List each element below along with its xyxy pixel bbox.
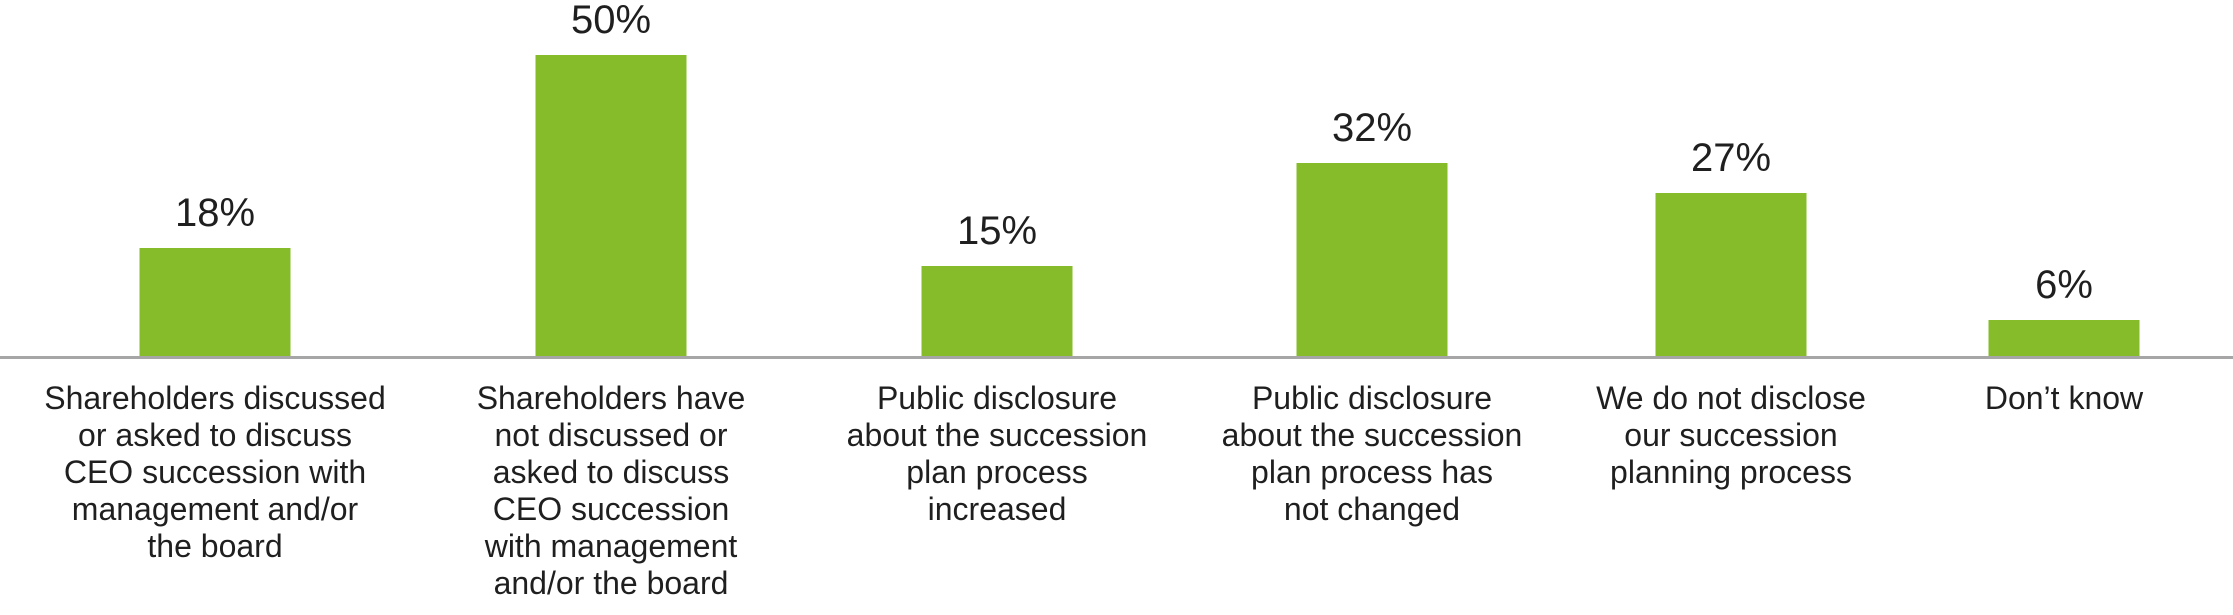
bar-6: [1988, 320, 2140, 356]
category-label-2: Shareholders have not discussed or asked…: [476, 380, 746, 601]
bar-4: [1296, 163, 1448, 356]
bar-value-label-5: 27%: [1690, 136, 1772, 180]
category-label-4: Public disclosure about the succession p…: [1221, 380, 1523, 527]
bar-value-label-3: 15%: [956, 209, 1038, 253]
bar-value-label-1: 18%: [174, 191, 256, 235]
bar-value-label-2: 50%: [570, 0, 652, 42]
chart-column-5: 27% We do not disclose our succession pl…: [1516, 0, 1946, 615]
category-label-1: Shareholders discussed or asked to discu…: [44, 380, 386, 564]
bar-stack-2: 50%: [535, 0, 687, 356]
chart-column-4: 32% Public disclosure about the successi…: [1157, 0, 1587, 615]
bar-stack-5: 27%: [1655, 135, 1807, 356]
category-label-3: Public disclosure about the succession p…: [846, 380, 1148, 527]
bar-stack-1: 18%: [139, 190, 291, 356]
bar-5: [1655, 193, 1807, 356]
bar-value-label-4: 32%: [1331, 106, 1413, 150]
chart-column-3: 15% Public disclosure about the successi…: [782, 0, 1212, 615]
bar-1: [139, 248, 291, 356]
bar-value-label-6: 6%: [2035, 263, 2093, 307]
chart-column-1: 18% Shareholders discussed or asked to d…: [0, 0, 430, 615]
bar-3: [921, 266, 1073, 356]
category-label-5: We do not disclose our succession planni…: [1596, 380, 1866, 490]
x-axis-line: [0, 356, 2233, 359]
bar-stack-4: 32%: [1296, 105, 1448, 356]
chart-column-2: 50% Shareholders have not discussed or a…: [396, 0, 826, 615]
chart-column-6: 6% Don’t know: [1849, 0, 2233, 615]
bar-2: [535, 55, 687, 356]
bar-stack-6: 6%: [1988, 262, 2140, 356]
category-label-6: Don’t know: [1984, 380, 2144, 416]
bar-stack-3: 15%: [921, 208, 1073, 356]
